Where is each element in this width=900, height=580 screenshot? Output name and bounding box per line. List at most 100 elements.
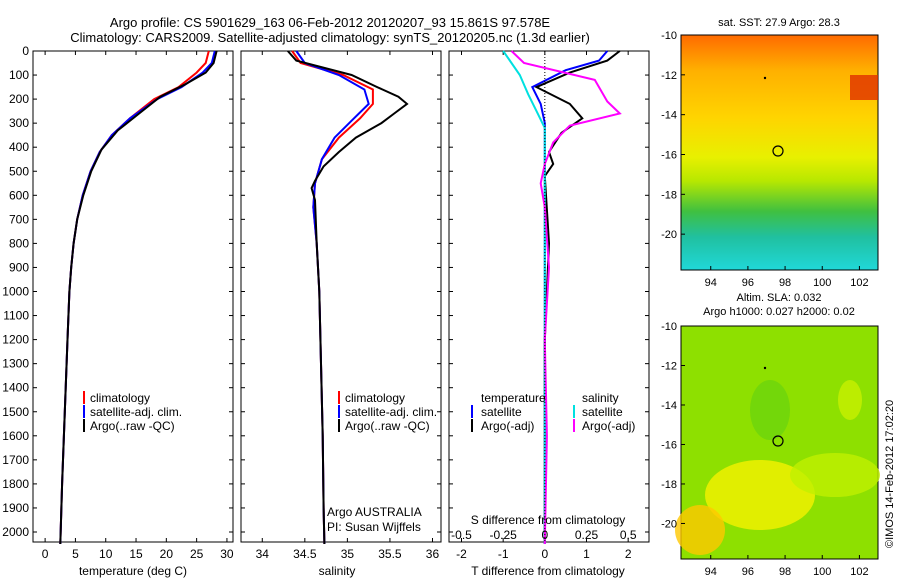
sst-map-title: sat. SST: 27.9 Argo: 28.3 xyxy=(718,17,840,29)
map-lat-label: -12 xyxy=(661,70,677,82)
diff-legend-sal-satellite: satellite xyxy=(582,405,623,419)
map-lon-label: 96 xyxy=(742,566,754,578)
sal-legend-argo: Argo(..raw -QC) xyxy=(345,419,430,433)
sal-legend-satellite-adj: satellite-adj. clim. xyxy=(345,405,437,419)
depth-tick-label: 300 xyxy=(9,116,29,130)
map-lat-label: -10 xyxy=(661,30,677,42)
depth-tick-label: 2000 xyxy=(2,525,29,539)
diff-S-tick-label: -0.25 xyxy=(489,528,517,542)
salinity-panel: 34 34.5 35 35.5 36 xyxy=(256,50,440,561)
sla-map-title-1: Altim. SLA: 0.032 xyxy=(737,292,822,304)
map-lat-label: -10 xyxy=(661,321,677,333)
diff-T-tick-label: 2 xyxy=(625,547,632,561)
depth-axis: 0 100 200 300 400 500 600 700 800 900 1000 1100 1200… xyxy=(2,44,649,539)
salinity-tick-label: 36 xyxy=(426,547,440,561)
map-lat-label: -18 xyxy=(661,189,677,201)
difference-panel-frame xyxy=(448,50,650,543)
depth-tick-label: 700 xyxy=(9,212,29,226)
depth-tick-label: 1800 xyxy=(2,477,29,491)
diff-T-tick-label: 1 xyxy=(583,547,590,561)
map-lat-label: -12 xyxy=(661,360,677,372)
diff-legend-sal-title: salinity xyxy=(582,391,619,405)
series-line-climatology xyxy=(59,50,210,545)
sal-legend-climatology: climatology xyxy=(345,391,405,405)
salinity-legend: climatology satellite-adj. clim. Argo(..… xyxy=(327,391,437,534)
temperature-tick-label: 5 xyxy=(72,547,79,561)
depth-tick-label: 900 xyxy=(9,260,29,274)
series-line-satellite-adj-clim- xyxy=(295,50,370,545)
difference-xlabel: T difference from climatology xyxy=(471,564,625,578)
diff-T-tick-label: -1 xyxy=(498,547,509,561)
map-lon-label: 100 xyxy=(813,277,831,289)
temperature-tick-label: 30 xyxy=(220,547,234,561)
imos-stamp: ©IMOS 14-Feb-2012 17:02:20 xyxy=(884,399,896,548)
series-line-salinity-argo-adj- xyxy=(510,50,622,545)
salinity-note-argo: Argo AUSTRALIA xyxy=(327,505,422,519)
temperature-panel-frame xyxy=(32,50,234,543)
depth-tick-label: 1200 xyxy=(2,333,29,347)
diff-T-tick-label: 0 xyxy=(541,547,548,561)
depth-tick-label: 200 xyxy=(9,92,29,106)
map-lat-label: -14 xyxy=(661,110,677,122)
depth-tick-label: 100 xyxy=(9,68,29,82)
sst-map-field xyxy=(680,34,879,271)
diff-T-tick-label: -2 xyxy=(456,547,467,561)
depth-tick-label: 1700 xyxy=(2,453,29,467)
map-lon-label: 96 xyxy=(742,277,754,289)
argo-location-marker-sla xyxy=(772,435,784,447)
depth-tick-label: 500 xyxy=(9,164,29,178)
sst-map: sat. SST: 27.9 Argo: 28.3 -10 -12 -14 -16 -1… xyxy=(661,17,879,289)
sla-map: Altim. SLA: 0.032 Argo h1000: 0.027 h200… xyxy=(661,292,880,578)
series-line-climatology xyxy=(291,50,374,545)
depth-tick-label: 800 xyxy=(9,236,29,250)
temperature-xlabel: temperature (deg C) xyxy=(79,564,187,578)
title-line-2: Climatology: CARS2009. Satellite-adjuste… xyxy=(70,30,590,45)
depth-tick-label: 1400 xyxy=(2,381,29,395)
map-lat-label: -14 xyxy=(661,400,677,412)
temperature-legend: climatology satellite-adj. clim. Argo(..… xyxy=(83,391,182,433)
depth-tick-label: 1900 xyxy=(2,501,29,515)
diff-legend-sal-argo: Argo(-adj) xyxy=(582,419,635,433)
map-lon-label: 102 xyxy=(850,277,868,289)
diff-S-tick-label: 0.25 xyxy=(575,528,599,542)
map-lat-label: -20 xyxy=(661,518,677,530)
diff-legend-temp-satellite: satellite xyxy=(481,405,522,419)
temperature-tick-label: 0 xyxy=(42,547,49,561)
temperature-tick-label: 15 xyxy=(129,547,143,561)
difference-legend: temperature satellite Argo(-adj) salinit… xyxy=(471,391,635,433)
depth-tick-label: 1100 xyxy=(3,309,29,323)
legend-satellite-adj: satellite-adj. clim. xyxy=(90,405,182,419)
depth-tick-label: 600 xyxy=(9,188,29,202)
salinity-tick-label: 34 xyxy=(256,547,270,561)
salinity-panel-frame xyxy=(240,50,442,543)
depth-tick-label: 400 xyxy=(9,140,29,154)
salinity-tick-label: 35 xyxy=(341,547,355,561)
map-lon-label: 98 xyxy=(779,277,791,289)
series-line-satellite-adj-clim- xyxy=(59,50,216,545)
temperature-tick-label: 25 xyxy=(190,547,204,561)
diff-legend-temp-argo: Argo(-adj) xyxy=(481,419,534,433)
map-lat-label: -20 xyxy=(661,229,677,241)
series-line-argo-raw-qc- xyxy=(59,50,218,545)
diff-S-tick-label: -0.5 xyxy=(451,528,472,542)
sla-map-title-2: Argo h1000: 0.027 h2000: 0.02 xyxy=(703,306,855,318)
depth-tick-label: 1500 xyxy=(2,405,29,419)
depth-tick-label: 1600 xyxy=(2,429,29,443)
legend-climatology: climatology xyxy=(90,391,150,405)
legend-argo: Argo(..raw -QC) xyxy=(90,419,175,433)
series-line-argo-raw-qc- xyxy=(287,50,409,545)
temperature-tick-label: 10 xyxy=(99,547,113,561)
map-lon-label: 98 xyxy=(779,566,791,578)
diff-S-tick-label: 0.5 xyxy=(620,528,637,542)
depth-tick-label: 1300 xyxy=(2,357,29,371)
salinity-tick-label: 35.5 xyxy=(378,547,402,561)
temperature-panel: 0 5 10 15 20 25 30 xyxy=(42,50,234,561)
argo-location-marker xyxy=(772,145,784,157)
depth-tick-label: 1000 xyxy=(2,285,29,299)
salinity-note-pi: PI: Susan Wijffels xyxy=(327,520,421,534)
salinity-xlabel: salinity xyxy=(319,564,356,578)
temperature-tick-label: 20 xyxy=(160,547,174,561)
series-line-argo-adj- xyxy=(534,50,621,544)
